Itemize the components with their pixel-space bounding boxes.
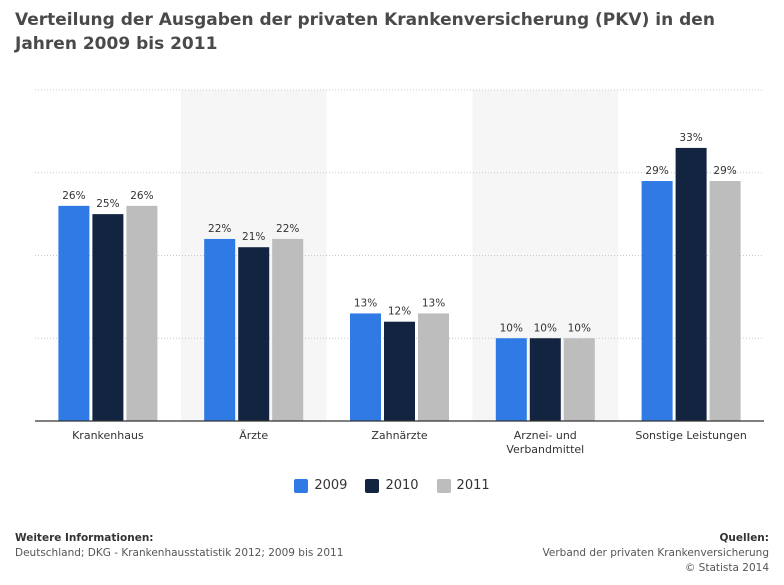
footer-info: Weitere Informationen: Deutschland; DKG … — [15, 531, 343, 561]
sources-heading: Quellen: — [719, 532, 769, 544]
data-label: 13% — [422, 297, 445, 309]
sources-text: Verband der privaten Krankenversicherung — [542, 547, 769, 559]
bar — [58, 205, 90, 421]
info-text: Deutschland; DKG - Krankenhausstatistik … — [15, 547, 344, 559]
data-label: 29% — [645, 165, 668, 177]
legend-item-2010[interactable]: 2010 — [365, 478, 419, 493]
bar — [238, 247, 270, 421]
data-label: 22% — [208, 223, 231, 235]
legend-swatch-2011 — [436, 478, 451, 493]
legend-label-2009: 2009 — [314, 478, 348, 493]
category-label: Arznei- und — [514, 429, 577, 442]
chart-legend: 2009 2010 2011 — [0, 478, 784, 493]
bar — [272, 238, 304, 421]
category-label: Zahnärzte — [371, 429, 428, 442]
bar — [495, 338, 527, 421]
bar — [126, 205, 158, 421]
bar — [204, 238, 236, 421]
bar — [350, 313, 381, 421]
legend-label-2011: 2011 — [456, 478, 490, 493]
data-label: 10% — [568, 322, 591, 334]
bar-chart: 26% 25% 26% 22% 21% 22% 13% 12% 13% 10% 10% 10% 29% 3… — [35, 89, 764, 456]
info-heading: Weitere Informationen: — [15, 532, 154, 544]
legend-swatch-2009 — [294, 478, 309, 493]
data-label: 26% — [130, 190, 153, 202]
chart-title: Verteilung der Ausgaben der privaten Kra… — [15, 10, 715, 54]
data-label: 21% — [242, 231, 265, 243]
category-label: Ärzte — [239, 429, 268, 442]
data-label: 10% — [500, 322, 523, 334]
data-label: 10% — [534, 322, 557, 334]
data-label: 26% — [62, 190, 85, 202]
legend-item-2009[interactable]: 2009 — [294, 478, 347, 493]
bar — [641, 181, 673, 421]
legend-label-2010: 2010 — [385, 478, 419, 493]
bar — [529, 338, 561, 421]
footer-sources: Quellen: Verband der privaten Krankenver… — [543, 531, 769, 576]
category-label: Sonstige Leistungen — [635, 429, 747, 442]
bar — [418, 313, 449, 421]
bar — [709, 181, 741, 421]
bar — [675, 147, 707, 422]
data-label: 29% — [713, 165, 736, 177]
category-label: Verbandmittel — [506, 443, 584, 456]
data-label: 33% — [679, 132, 702, 144]
bar — [384, 321, 415, 421]
legend-item-2011[interactable]: 2011 — [436, 478, 490, 493]
legend-swatch-2010 — [365, 478, 380, 493]
data-label: 22% — [276, 223, 299, 235]
bar — [563, 338, 595, 421]
data-label: 25% — [96, 198, 119, 210]
data-label: 12% — [388, 306, 411, 318]
bar — [92, 214, 124, 421]
copyright-text: © Statista 2014 — [684, 562, 769, 574]
category-label: Krankenhaus — [72, 429, 144, 442]
data-label: 13% — [354, 297, 377, 309]
